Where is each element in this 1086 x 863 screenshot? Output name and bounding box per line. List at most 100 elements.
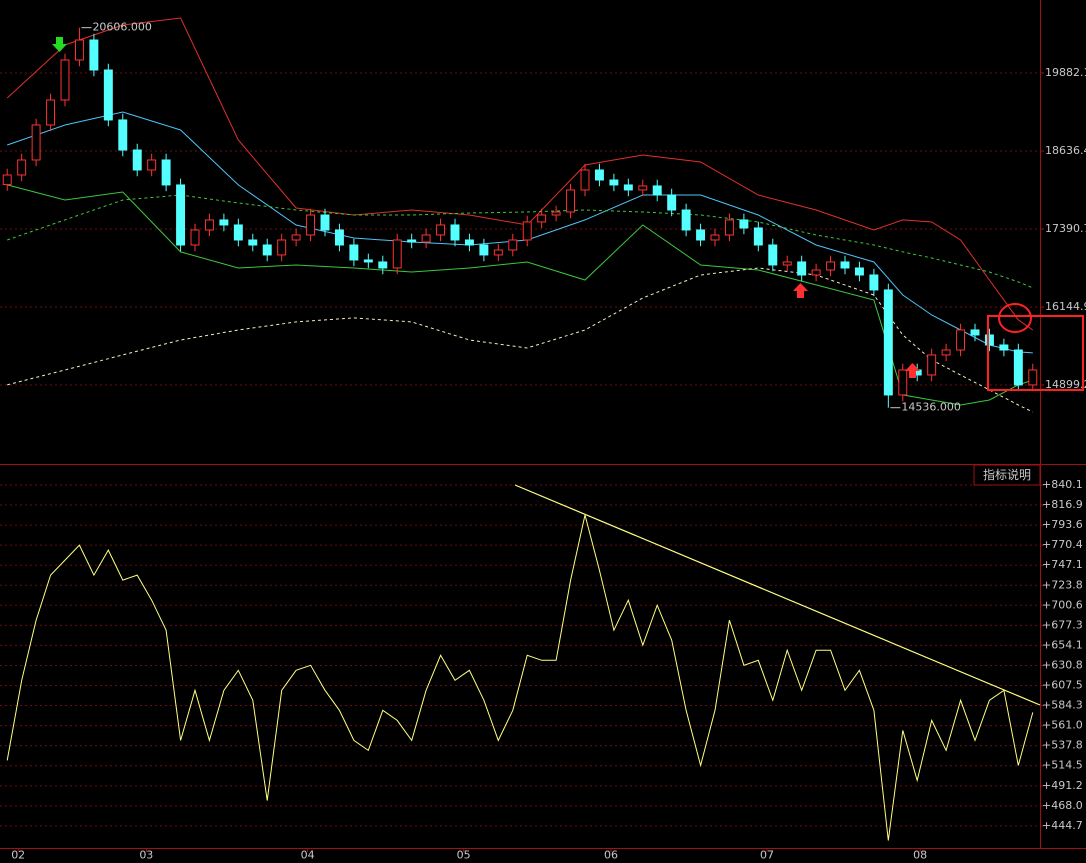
extreme-label: 20606.000 <box>92 21 152 34</box>
candle-body <box>378 261 388 269</box>
x-tick-label: 07 <box>760 849 774 862</box>
y-tick-label: 16144.9 <box>1045 300 1086 313</box>
candle-body <box>493 249 503 256</box>
candle-body <box>883 289 893 396</box>
candle-body <box>869 274 879 291</box>
candle-body <box>782 261 792 266</box>
candle-body <box>291 234 301 241</box>
candle-body <box>2 174 12 186</box>
candle-body <box>219 219 229 226</box>
candle-body <box>450 224 460 241</box>
candle-body <box>74 39 84 61</box>
candle-body <box>363 259 373 263</box>
y-tick-label: +840.1 <box>1042 478 1083 491</box>
candle-body <box>103 69 113 121</box>
candle-body <box>190 229 200 246</box>
candle-body <box>724 219 734 236</box>
candle-body <box>840 261 850 269</box>
candle-body <box>118 119 128 151</box>
candle-body <box>161 159 171 186</box>
highlight-box <box>987 315 1084 391</box>
y-tick-label: +561.0 <box>1042 719 1083 732</box>
x-tick-label: 06 <box>604 849 618 862</box>
y-tick-label: 17390.7 <box>1045 222 1086 235</box>
x-tick-label: 02 <box>11 849 25 862</box>
y-tick-label: +793.6 <box>1042 518 1083 531</box>
candle-body <box>392 239 402 269</box>
y-tick-label: +654.1 <box>1042 638 1083 651</box>
candle-body <box>248 239 258 246</box>
candle-body <box>811 269 821 276</box>
candle-body <box>984 334 994 346</box>
candle-body <box>508 239 518 251</box>
y-tick-label: 14899.2 <box>1045 378 1086 391</box>
candle-body <box>638 185 648 191</box>
candle-body <box>1028 369 1038 386</box>
candle-body <box>753 227 763 246</box>
candle-body <box>696 229 706 241</box>
candle-body <box>17 159 27 176</box>
candle-body <box>262 244 272 256</box>
band-line <box>7 184 1033 406</box>
candle-body <box>1013 349 1023 386</box>
candle-body <box>31 124 41 161</box>
candle-body <box>623 184 633 191</box>
y-tick-label: +747.1 <box>1042 558 1083 571</box>
band-line <box>7 267 1034 413</box>
candle-body <box>566 189 576 213</box>
candle-body <box>898 369 908 396</box>
candle-body <box>551 211 561 216</box>
candle-body <box>464 239 474 246</box>
candle-body <box>436 224 446 236</box>
indicator-line <box>6 514 1034 841</box>
candle-body <box>594 169 604 181</box>
candle-body <box>176 184 186 246</box>
band-line <box>7 194 1033 289</box>
candle-body <box>681 209 691 231</box>
plot-layer: 19882.1 18636.4 17390.7 16144.9 14899.2 20606… <box>0 17 1086 862</box>
buy-arrow <box>905 363 920 378</box>
candle-body <box>537 214 547 223</box>
buy-arrow <box>793 283 808 298</box>
indicator-button[interactable] <box>973 464 1041 486</box>
candle-body <box>89 39 99 71</box>
x-tick-label: 05 <box>457 849 471 862</box>
candle-body <box>710 234 720 241</box>
indicator-button-label[interactable]: 指标说明 <box>983 467 1031 482</box>
candle-body <box>421 234 431 243</box>
y-tick-label: +630.8 <box>1042 658 1083 671</box>
candle-body <box>739 219 749 229</box>
candle-body <box>349 244 359 261</box>
candle-body <box>277 239 287 256</box>
candle-body <box>580 169 590 191</box>
x-tick-label: 04 <box>301 849 315 862</box>
y-tick-label: +584.3 <box>1042 699 1083 712</box>
sell-arrow <box>52 37 67 52</box>
y-tick-label: +537.8 <box>1042 739 1083 752</box>
y-tick-label: +770.4 <box>1042 538 1083 551</box>
candle-body <box>941 349 951 356</box>
candle-body <box>320 214 330 231</box>
candle-body <box>854 267 864 276</box>
y-tick-label: +514.5 <box>1042 759 1083 772</box>
candle-body <box>652 185 662 196</box>
x-tick-label: 03 <box>139 849 153 862</box>
trend-line <box>514 484 1041 706</box>
candle-body <box>797 261 807 276</box>
candle-body <box>927 354 937 376</box>
y-tick-label: +444.7 <box>1042 819 1083 832</box>
extreme-label: 14536.000 <box>901 401 961 414</box>
candle-body <box>334 229 344 246</box>
candle-body <box>147 159 157 171</box>
candle-body <box>609 179 619 186</box>
candle-body <box>970 329 980 336</box>
candle-body <box>667 194 677 211</box>
candle-body <box>204 219 214 231</box>
y-tick-label: +468.0 <box>1042 799 1083 812</box>
candle-body <box>479 244 489 256</box>
candle-body <box>306 214 316 236</box>
y-tick-label: +607.5 <box>1042 679 1083 692</box>
